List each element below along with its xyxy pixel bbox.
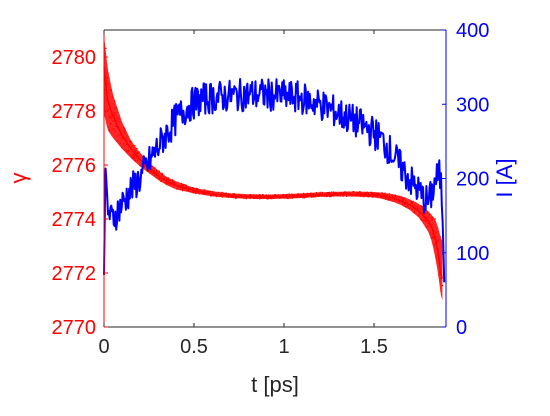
x-tick-label: 0.5 bbox=[180, 336, 208, 358]
y-right-tick-label: 200 bbox=[456, 169, 489, 191]
y-right-tick-label: 300 bbox=[456, 94, 489, 116]
gamma-line bbox=[103, 67, 444, 279]
y-left-tick-label: 2780 bbox=[52, 47, 97, 69]
y-left-tick-label: 2770 bbox=[52, 317, 97, 339]
y-axis-right-label: I [A] bbox=[492, 158, 517, 197]
y-left-tick-label: 2772 bbox=[52, 263, 97, 285]
y-right-tick-label: 100 bbox=[456, 243, 489, 265]
x-tick-label: 1.5 bbox=[360, 336, 388, 358]
y-left-tick-label: 2774 bbox=[52, 209, 97, 231]
x-axis-label: t [ps] bbox=[251, 372, 299, 397]
y-left-tick-label: 2776 bbox=[52, 155, 97, 177]
axes-layer bbox=[103, 29, 447, 328]
y-axis-left-label: γ bbox=[6, 173, 31, 184]
ticks-layer: 0 0.5 1 1.5 2770 2772 2774 2776 2778 2780 0 100 200 3… bbox=[52, 20, 490, 358]
current-line bbox=[103, 78, 446, 283]
x-tick-label: 1 bbox=[278, 336, 289, 358]
series-layer bbox=[103, 35, 446, 301]
y-left-tick-label: 2778 bbox=[52, 101, 97, 123]
y-right-tick-label: 0 bbox=[456, 317, 467, 339]
y-right-tick-label: 400 bbox=[456, 20, 489, 42]
x-tick-label: 0 bbox=[98, 336, 109, 358]
